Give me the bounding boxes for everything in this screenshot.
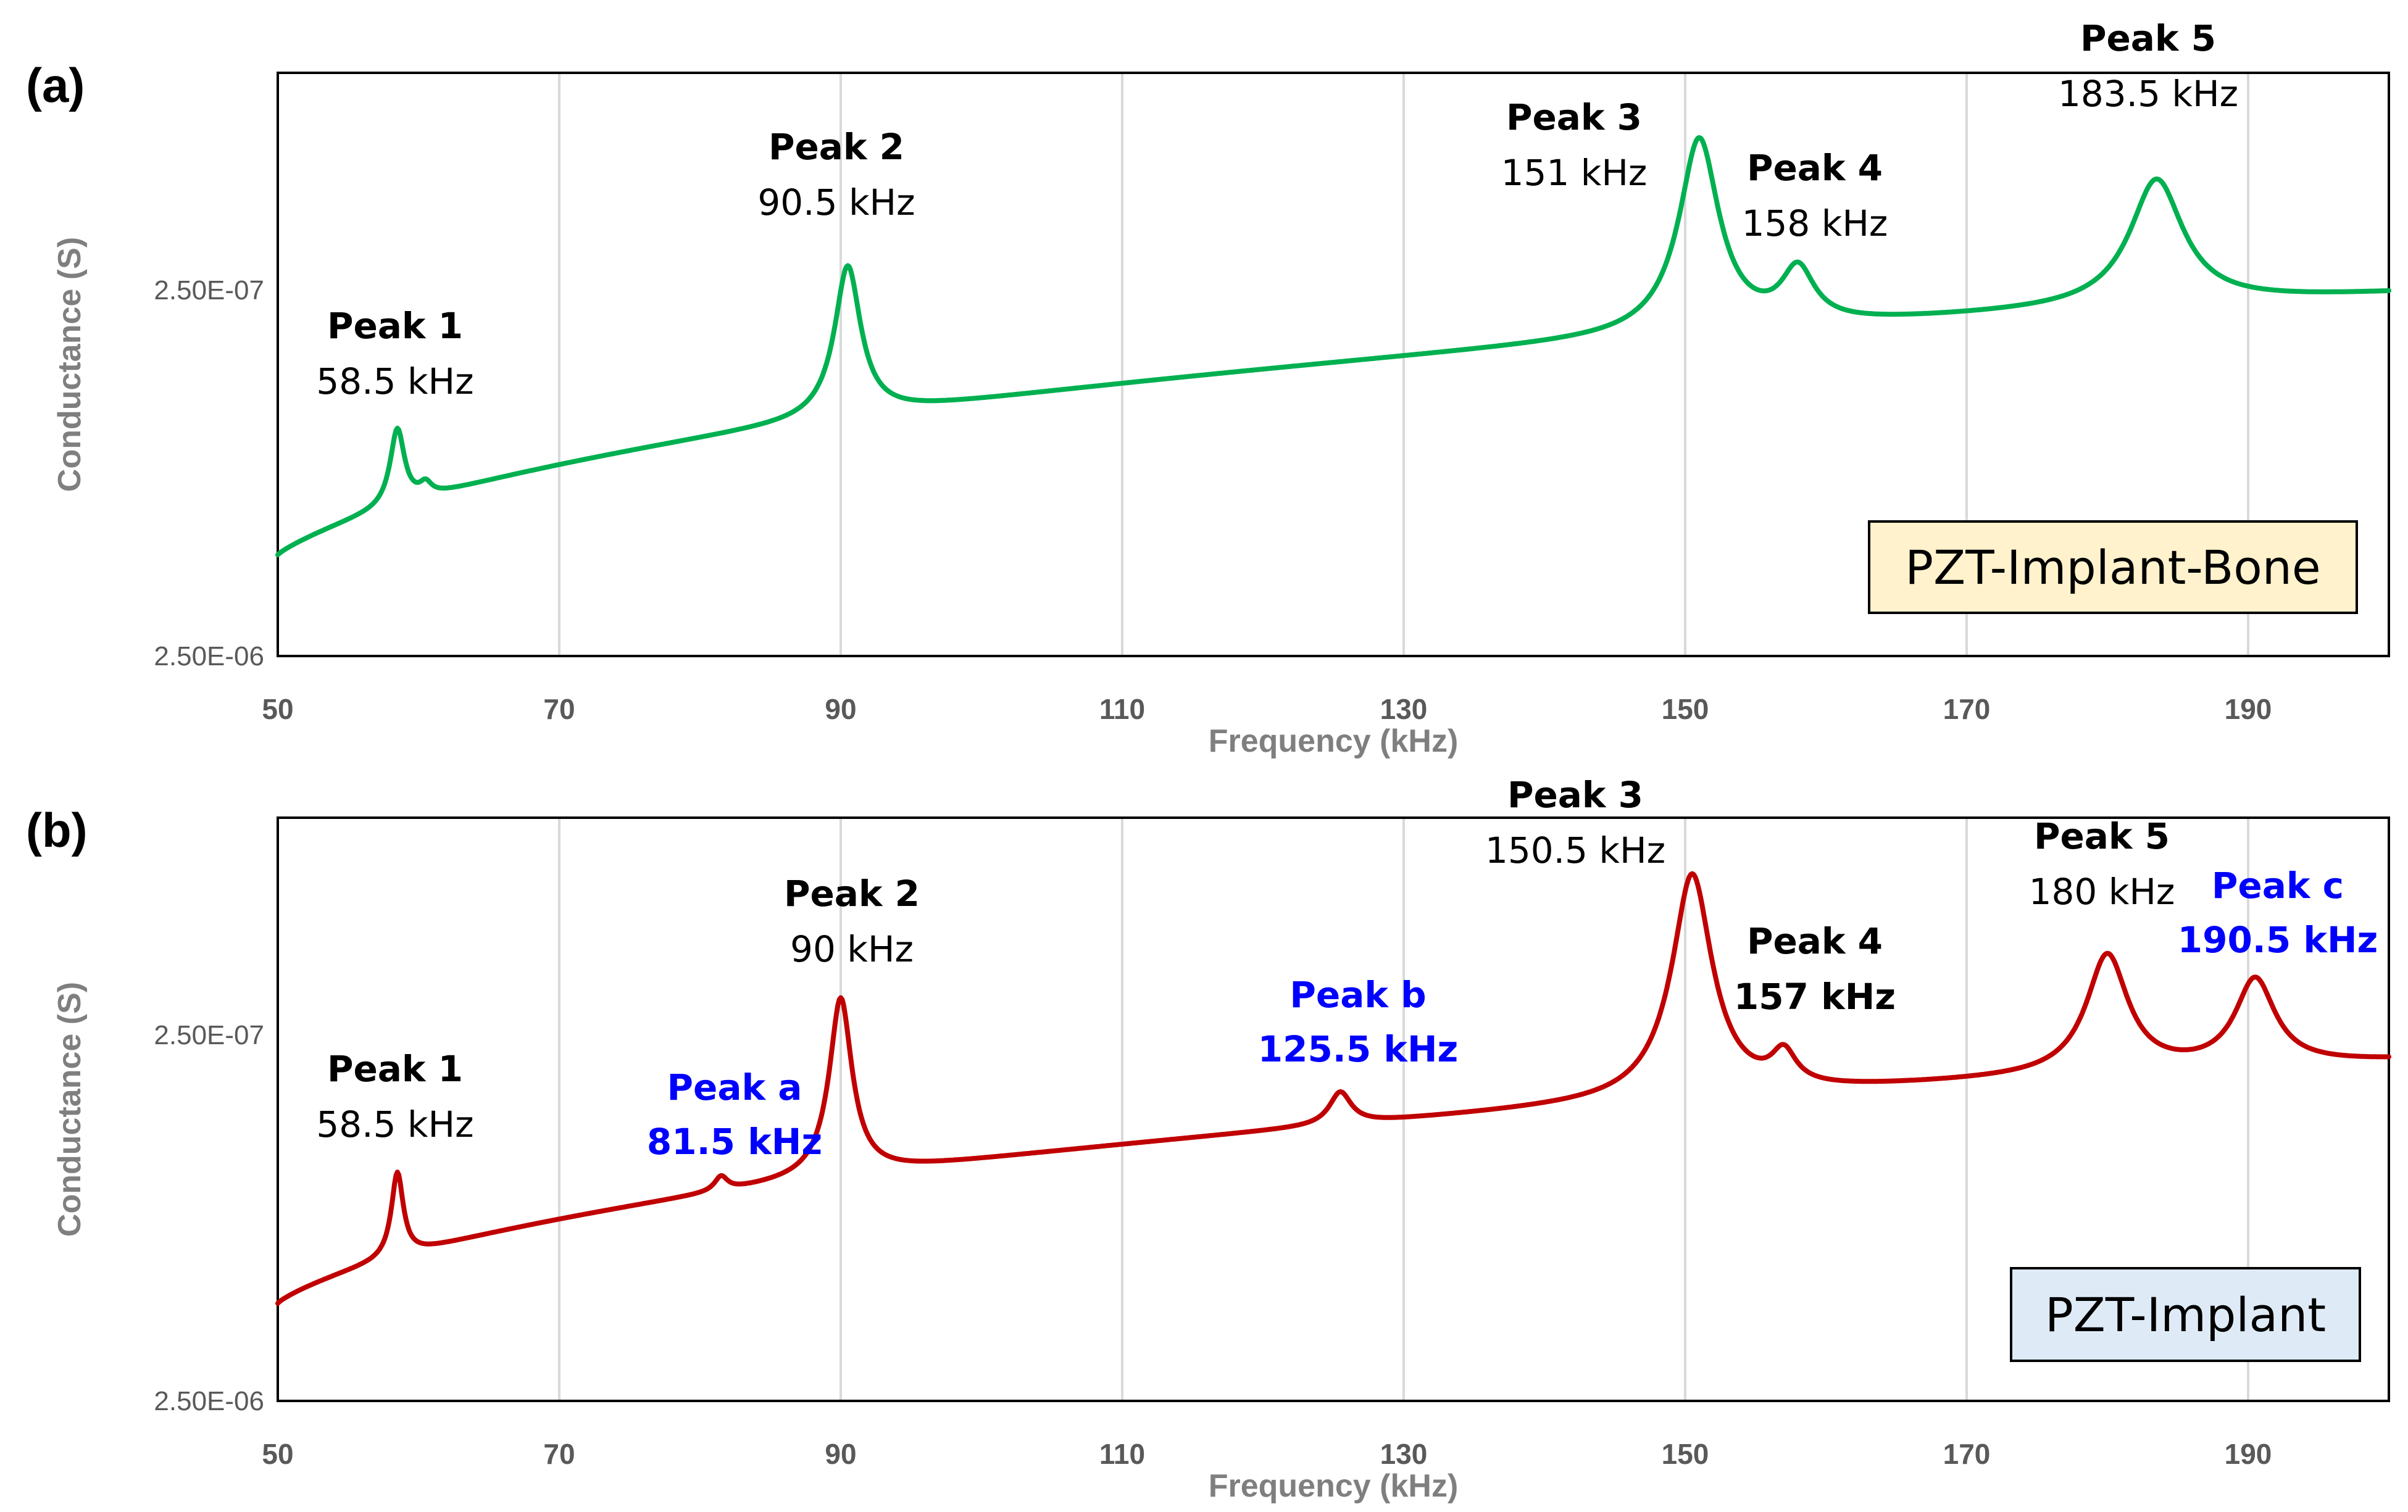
plot-frame — [277, 816, 2390, 1402]
x-tick-label: 110 — [1099, 693, 1145, 725]
x-tick-label: 70 — [543, 693, 575, 725]
peak-label-title: Peak 4 — [1747, 147, 1883, 189]
peak-label-frequency: 183.5 kHz — [2058, 73, 2238, 115]
panel-b: 50 70 90 110 130 150 170 190 2.50E-07 2.50E-06 Fre… — [26, 774, 2391, 1504]
legend-label: PZT-Implant — [2045, 1287, 2326, 1342]
y-tick-label: 2.50E-07 — [154, 1020, 264, 1050]
peak-label-title: Peak 1 — [327, 1048, 463, 1090]
peak-label-title: Peak 5 — [2034, 815, 2170, 857]
y-tick-label: 2.50E-07 — [154, 275, 264, 305]
x-tick-label: 170 — [1943, 1438, 1991, 1470]
peak-label-title: Peak 4 — [1747, 920, 1883, 962]
peak-label-frequency: 157 kHz — [1734, 976, 1896, 1018]
legend-box — [2010, 1267, 2361, 1362]
x-tick-label: 110 — [1099, 1438, 1145, 1470]
panel-label: (a) — [26, 58, 85, 112]
x-tick-label: 170 — [1943, 693, 1991, 725]
peak-label-title: Peak 3 — [1507, 774, 1643, 816]
x-tick-label: 90 — [825, 693, 856, 725]
x-tick-label: 70 — [543, 1438, 575, 1470]
peak-label-frequency: 190.5 kHz — [2178, 919, 2378, 961]
peak-label-frequency: 58.5 kHz — [316, 360, 473, 402]
peak-label-frequency: 90.5 kHz — [757, 181, 915, 223]
x-axis-title: Frequency (kHz) — [1209, 1468, 1459, 1504]
y-axis-title: Conductance (S) — [52, 982, 88, 1237]
peak-label-title: Peak b — [1289, 974, 1426, 1016]
x-tick-label: 130 — [1380, 1438, 1428, 1470]
plot-frame — [277, 72, 2390, 657]
conductance-curve — [275, 135, 2391, 557]
legend-label: PZT-Implant-Bone — [1905, 540, 2320, 595]
panel-a: 50 70 90 110 130 150 170 190 2.50E-07 2.50E-06 Fre… — [26, 17, 2391, 759]
peak-label-title: Peak 5 — [2080, 17, 2216, 59]
peak-label-frequency: 58.5 kHz — [316, 1103, 473, 1145]
peak-label-title: Peak 2 — [784, 873, 920, 915]
x-tick-label: 190 — [2225, 693, 2272, 725]
y-axis-title: Conductance (S) — [52, 237, 88, 492]
peak-label-title: Peak 3 — [1506, 96, 1642, 138]
y-tick-label: 2.50E-06 — [154, 641, 264, 671]
peak-label-frequency: 125.5 kHz — [1258, 1028, 1459, 1070]
peak-label-frequency: 90 kHz — [790, 928, 914, 970]
peak-label-frequency: 151 kHz — [1501, 152, 1648, 194]
conductance-curve — [275, 871, 2391, 1306]
x-tick-label: 50 — [262, 693, 293, 725]
peak-label-title: Peak a — [667, 1066, 802, 1108]
peak-label-frequency: 150.5 kHz — [1485, 829, 1665, 871]
peak-label-title: Peak c — [2212, 865, 2344, 907]
x-tick-label: 190 — [2225, 1438, 2272, 1470]
peak-label-title: Peak 1 — [327, 305, 463, 347]
peak-label-title: Peak 2 — [769, 126, 904, 168]
peak-label-frequency: 180 kHz — [2029, 871, 2175, 913]
legend-box — [1868, 520, 2358, 614]
panel-label: (b) — [26, 803, 88, 857]
x-tick-label: 50 — [262, 1438, 293, 1470]
y-tick-label: 2.50E-06 — [154, 1386, 264, 1416]
x-axis-title: Frequency (kHz) — [1209, 723, 1459, 759]
x-tick-label: 150 — [1662, 693, 1709, 725]
x-tick-label: 150 — [1662, 1438, 1709, 1470]
peak-label-frequency: 158 kHz — [1742, 202, 1888, 244]
x-tick-label: 130 — [1380, 693, 1428, 725]
peak-label-frequency: 81.5 kHz — [647, 1121, 822, 1163]
x-tick-label: 90 — [825, 1438, 856, 1470]
